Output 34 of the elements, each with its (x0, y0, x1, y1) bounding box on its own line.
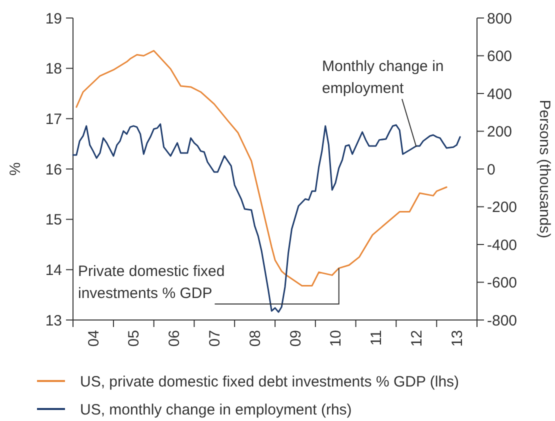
x-tick-label: 07 (206, 330, 224, 347)
x-tick-label: 10 (328, 330, 345, 347)
annotation: Monthly change in employment (322, 58, 444, 97)
y-tick-label: 19 (45, 10, 62, 28)
x-tick-label: 13 (448, 330, 466, 347)
x-tick-label: 09 (287, 330, 304, 347)
y-tick-label: 16 (45, 161, 62, 178)
y-tick-label: 14 (45, 262, 62, 279)
x-tick-label: 08 (246, 330, 264, 347)
x-tick-label: 04 (85, 330, 102, 347)
y-axis-title: % (7, 162, 24, 176)
y2-tick-label: 600 (487, 48, 512, 65)
legend-label: US, private domestic fixed debt investments % GDP (lhs) (80, 373, 460, 390)
legend-label: US, monthly change in employment (rhs) (80, 401, 352, 418)
y2-tick-label: 400 (487, 86, 512, 103)
line-series (72, 123, 461, 313)
y2-axis-title: Persons (thousands) (536, 100, 553, 238)
y-tick-label: 13 (45, 312, 62, 330)
annotation: Private domestic fixed investments % GDP (78, 263, 225, 302)
x-tick-label: 12 (408, 330, 426, 347)
y2-tick-label: -400 (487, 236, 518, 254)
y2-tick-label: 200 (487, 124, 512, 140)
y2-tick-label: 800 (487, 10, 512, 28)
y-tick-label: 15 (45, 212, 62, 229)
y2-tick-label: -600 (487, 274, 518, 292)
line-series (76, 50, 448, 287)
y-tick-label: 17 (45, 110, 62, 128)
y2-tick-label: 0 (487, 161, 496, 178)
x-tick-label: 11 (368, 330, 386, 346)
x-tick-label: 06 (166, 330, 184, 347)
y2-tick-label: -800 (487, 312, 518, 330)
x-tick-label: 05 (126, 330, 143, 347)
y2-tick-label: -200 (487, 199, 518, 216)
y-tick-label: 18 (45, 60, 62, 78)
